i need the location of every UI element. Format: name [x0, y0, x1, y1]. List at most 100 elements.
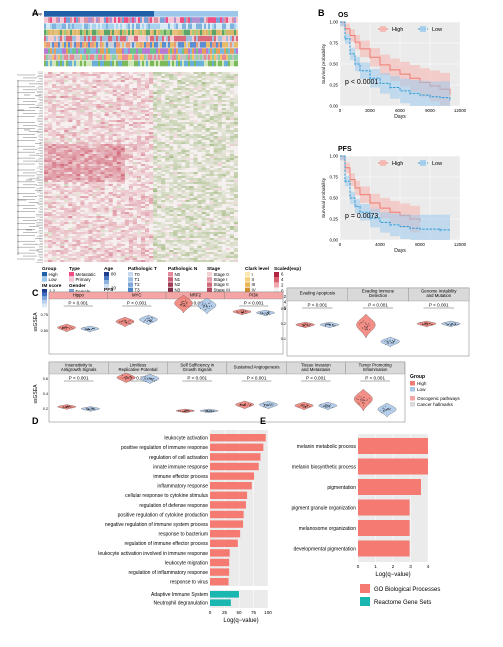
track-cell	[124, 17, 127, 23]
track-cell	[192, 48, 195, 54]
track-cell	[184, 60, 187, 67]
track-cell	[82, 29, 85, 36]
heatmap-cell	[145, 188, 150, 191]
heatmap-cell	[76, 86, 81, 89]
jitter-point	[66, 328, 68, 330]
track-cell	[136, 11, 139, 17]
heatmap-cell	[221, 222, 226, 225]
heatmap-cell	[193, 154, 198, 157]
heatmap-cell	[209, 208, 214, 211]
heatmap-cell	[225, 202, 230, 205]
heatmap-cell	[108, 234, 113, 237]
track-cell	[180, 29, 183, 36]
heatmap-cell	[52, 104, 57, 107]
track-cell	[134, 23, 137, 30]
heatmap-cell	[116, 94, 121, 97]
track-cell	[92, 35, 95, 42]
track-cell	[114, 60, 117, 67]
track-cell	[180, 17, 183, 23]
heatmap-cell	[52, 182, 57, 185]
heatmap-cell	[233, 98, 238, 101]
track-cell	[196, 23, 199, 30]
heatmap-cell	[149, 222, 154, 225]
track-cell	[50, 23, 53, 30]
jitter-point	[151, 317, 152, 318]
heatmap-cell	[189, 112, 194, 115]
heatmap-cell	[76, 220, 81, 223]
heatmap-cell	[128, 100, 133, 103]
heatmap-cell	[112, 258, 117, 261]
track-cell	[138, 23, 141, 30]
jitter-point	[183, 304, 185, 306]
heatmap-cell	[108, 100, 113, 103]
heatmap-cell	[48, 110, 53, 113]
heatmap-cell	[149, 182, 154, 185]
heatmap-cell	[116, 206, 121, 209]
track-cell	[172, 23, 175, 30]
track-cell	[186, 54, 189, 61]
heatmap-cell	[48, 166, 53, 169]
track-cell	[56, 17, 59, 23]
heatmap-cell	[112, 168, 117, 171]
heatmap-cell	[128, 200, 133, 203]
track-cell	[152, 48, 155, 54]
heatmap-cell	[229, 204, 234, 207]
heatmap-cell	[169, 134, 174, 137]
violin-low	[139, 314, 158, 326]
heatmap-cell	[173, 90, 178, 93]
heatmap-cell	[48, 126, 53, 129]
heatmap-cell	[68, 228, 73, 231]
track-cell	[206, 60, 209, 67]
heatmap-cell	[132, 202, 137, 205]
heatmap-cell	[116, 126, 121, 129]
heatmap-cell	[128, 228, 133, 231]
heatmap-cell	[149, 256, 154, 259]
heatmap-cell	[52, 220, 57, 223]
heatmap-cell	[153, 226, 158, 229]
heatmap-cell	[44, 158, 49, 161]
heatmap-cell	[128, 188, 133, 191]
heatmap-cell	[44, 154, 49, 157]
heatmap-cell	[140, 206, 146, 209]
heatmap-cell	[177, 242, 182, 245]
heatmap-cell	[233, 244, 238, 247]
heatmap-cell	[84, 102, 89, 105]
heatmap-cell	[72, 158, 77, 161]
heatmap-cell	[80, 228, 85, 231]
track-cell	[154, 60, 157, 67]
track-cell	[202, 11, 205, 17]
heatmap-cell	[104, 84, 109, 87]
track-cell	[214, 35, 217, 42]
heatmap-cell	[72, 150, 77, 153]
heatmap-cell	[76, 88, 81, 91]
heatmap-cell	[92, 198, 97, 201]
heatmap-cell	[145, 168, 150, 171]
track-cell	[88, 60, 91, 67]
panel-label-c: C	[32, 288, 39, 298]
track-cell	[162, 23, 165, 30]
heatmap-cell	[205, 136, 210, 139]
heatmap-cell	[225, 114, 230, 117]
heatmap-cell	[88, 116, 93, 119]
track-cell	[58, 17, 61, 23]
heatmap-cell	[108, 224, 113, 227]
track-cell	[188, 11, 191, 17]
heatmap-cell	[104, 180, 109, 183]
heatmap-cell	[128, 166, 133, 169]
heatmap-cell	[149, 234, 154, 237]
heatmap-cell	[193, 98, 198, 101]
heatmap-cell	[193, 144, 198, 147]
track-cell	[218, 35, 221, 42]
heatmap-cell	[104, 202, 109, 205]
heatmap-cell	[213, 230, 218, 233]
heatmap-cell	[128, 192, 133, 195]
heatmap-cell	[145, 172, 150, 175]
heatmap-cell	[60, 100, 65, 103]
heatmap-cell	[165, 168, 170, 171]
heatmap-cell	[52, 114, 57, 117]
heatmap-cell	[72, 230, 77, 233]
heatmap-cell	[100, 234, 105, 237]
track-cell	[196, 29, 199, 36]
heatmap-cell	[92, 114, 97, 117]
track-cell	[234, 35, 237, 42]
